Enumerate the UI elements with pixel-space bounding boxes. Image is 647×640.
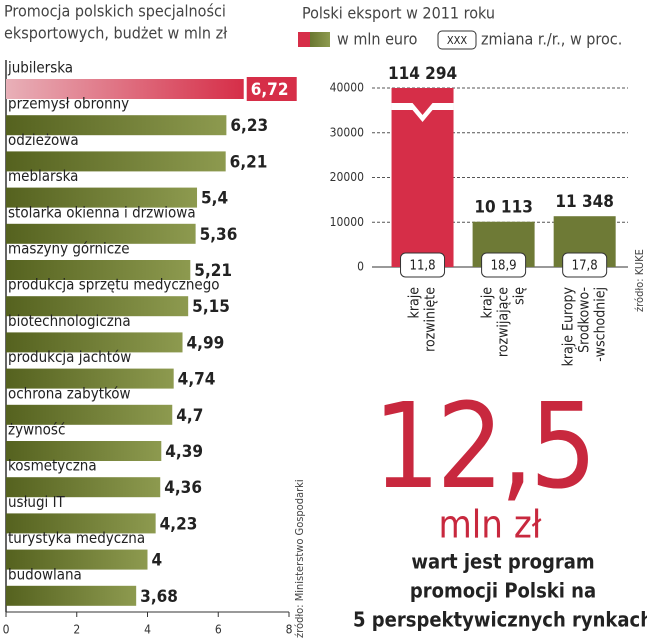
- bar: [6, 296, 189, 317]
- category-label: ochrona zabytków: [8, 384, 131, 402]
- value-label-box: [246, 77, 297, 101]
- change-label: 17,8: [572, 259, 598, 274]
- category-label: biotechnologiczna: [8, 312, 131, 330]
- y-tick-label: 30000: [330, 125, 364, 139]
- value-label: 4,99: [187, 333, 225, 353]
- y-tick-label: 10000: [330, 215, 364, 229]
- value-label: 6,23: [230, 116, 268, 136]
- source: źródło: Ministerstwo Gospodarki: [293, 479, 306, 638]
- bar: [6, 513, 156, 534]
- annotation-text: promocji Polski na: [410, 579, 596, 603]
- category-label: stolarka okienna i drzwiowa: [8, 203, 196, 221]
- big-unit: mln zł: [439, 503, 542, 547]
- value-label: 4,7: [176, 406, 203, 426]
- value-label: 4,36: [164, 478, 202, 498]
- category-label: usługi IT: [8, 493, 66, 511]
- chart-title: Promocja polskich specjalności: [4, 2, 226, 21]
- value-label: 11 348: [555, 192, 614, 212]
- value-label: 5,21: [194, 261, 232, 281]
- value-label: 4,39: [165, 442, 203, 462]
- bar: [6, 404, 173, 425]
- change-label: 11,8: [410, 259, 436, 274]
- value-label: 114 294: [388, 64, 457, 84]
- bar: [6, 549, 148, 570]
- value-label: 5,36: [200, 225, 238, 245]
- value-label: 4,74: [178, 370, 216, 390]
- legend-swatch: [298, 32, 310, 47]
- annotation-text: wart jest program: [411, 550, 594, 574]
- category-label: rozwinięte: [423, 287, 439, 352]
- bar: [6, 260, 191, 280]
- bar: [6, 223, 196, 244]
- legend-key: XXX: [447, 34, 468, 47]
- change-box: [562, 252, 608, 278]
- value-label: 4,23: [160, 514, 198, 534]
- x-tick-label: 6: [215, 623, 222, 637]
- x-tick-label: 2: [73, 623, 80, 637]
- change-label: 18,9: [491, 259, 517, 274]
- category-label: turystyka medyczna: [8, 529, 145, 547]
- legend-label: zmiana r./r., w proc.: [481, 30, 622, 49]
- bar: [6, 151, 226, 172]
- y-tick-label: 40000: [330, 81, 364, 95]
- source: źródło: KUKE: [633, 249, 646, 312]
- value-label: 5,15: [192, 297, 230, 317]
- category-label: maszyny górnicze: [8, 240, 130, 258]
- axis-break: [391, 103, 454, 122]
- y-tick-label: 20000: [330, 170, 364, 184]
- bar: [6, 332, 183, 353]
- y-tick-label: 0: [357, 260, 364, 274]
- x-tick-label: 8: [286, 623, 293, 637]
- value-label: 4: [152, 551, 163, 571]
- category-label: jubilerska: [7, 59, 73, 77]
- category-label: -wschodniej: [593, 287, 609, 362]
- change-box: [481, 252, 527, 278]
- value-label: 3,68: [140, 587, 178, 607]
- bar: [6, 368, 174, 389]
- category-label: kosmetyczna: [8, 457, 97, 475]
- chart-title: Polski eksport w 2011 roku: [302, 4, 495, 23]
- category-label: rozwijające: [496, 287, 512, 357]
- value-label: 5,4: [201, 189, 228, 209]
- category-label: kraje Europy: [561, 286, 577, 366]
- category-label: się: [512, 287, 528, 305]
- category-label: kraje: [407, 287, 423, 319]
- category-label: Środkowo-: [575, 287, 593, 353]
- category-label: żywność: [8, 421, 65, 439]
- x-tick-label: 4: [144, 623, 151, 637]
- chart-title: eksportowych, budżet w mln zł: [4, 24, 228, 43]
- bar: [6, 477, 161, 498]
- bar: [6, 115, 227, 136]
- bar: [6, 79, 244, 99]
- value-label: 6,21: [230, 152, 268, 172]
- big-number: 12,5: [373, 377, 593, 515]
- legend-label: w mln euro: [337, 30, 418, 49]
- bar: [6, 585, 137, 606]
- category-label: kraje: [480, 287, 496, 319]
- category-label: produkcja jachtów: [8, 348, 131, 366]
- bar: [6, 187, 198, 208]
- category-label: produkcja sprzętu medycznego: [8, 276, 220, 294]
- bar: [6, 441, 162, 461]
- bar: [391, 88, 454, 267]
- change-box: [400, 252, 446, 278]
- category-label: odzieżowa: [8, 131, 79, 149]
- value-label: 10 113: [474, 198, 533, 218]
- annotation-text: 5 perspektywicznych rynkach: [353, 608, 647, 632]
- category-label: budowlana: [8, 565, 82, 583]
- category-label: meblarska: [8, 167, 78, 185]
- category-label: przemysł obronny: [8, 95, 129, 113]
- x-tick-label: 0: [3, 623, 10, 637]
- value-label: 6,72: [251, 80, 289, 100]
- legend-box: [437, 30, 477, 50]
